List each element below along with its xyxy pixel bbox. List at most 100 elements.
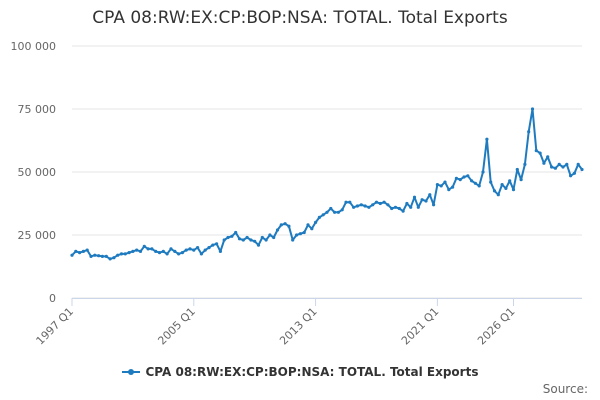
data-point[interactable] — [241, 238, 245, 242]
data-point[interactable] — [325, 210, 329, 214]
data-point[interactable] — [173, 249, 177, 253]
data-point[interactable] — [538, 151, 542, 155]
data-point[interactable] — [317, 215, 321, 219]
data-point[interactable] — [504, 186, 508, 190]
data-point[interactable] — [177, 252, 181, 256]
data-point[interactable] — [424, 199, 428, 203]
data-point[interactable] — [253, 239, 257, 243]
data-point[interactable] — [527, 130, 531, 134]
data-point[interactable] — [508, 179, 512, 183]
data-point[interactable] — [359, 203, 363, 207]
legend[interactable]: CPA 08:RW:EX:CP:BOP:NSA: TOTAL. Total Ex… — [0, 365, 600, 379]
data-point[interactable] — [367, 205, 371, 209]
data-point[interactable] — [283, 222, 287, 226]
data-point[interactable] — [409, 205, 413, 209]
data-point[interactable] — [196, 246, 200, 250]
data-point[interactable] — [329, 206, 333, 211]
data-point[interactable] — [154, 249, 158, 253]
data-point[interactable] — [97, 254, 101, 258]
data-point[interactable] — [211, 243, 215, 247]
data-point[interactable] — [180, 251, 184, 255]
data-point[interactable] — [314, 220, 318, 224]
data-point[interactable] — [249, 238, 253, 242]
data-point[interactable] — [245, 235, 249, 240]
data-point[interactable] — [439, 184, 443, 188]
data-point[interactable] — [470, 179, 474, 183]
data-point[interactable] — [477, 184, 481, 188]
data-point[interactable] — [374, 200, 379, 204]
data-point[interactable] — [112, 256, 116, 260]
data-point[interactable] — [580, 167, 584, 172]
data-point[interactable] — [511, 188, 516, 192]
data-point[interactable] — [435, 183, 439, 187]
data-point[interactable] — [519, 178, 523, 182]
data-point[interactable] — [348, 200, 352, 204]
data-point[interactable] — [371, 203, 375, 207]
data-point[interactable] — [355, 204, 359, 208]
data-point[interactable] — [523, 162, 527, 166]
data-point[interactable] — [443, 180, 447, 184]
data-point[interactable] — [336, 210, 340, 214]
data-point[interactable] — [561, 165, 565, 169]
data-point[interactable] — [184, 248, 188, 252]
data-point[interactable] — [401, 209, 405, 213]
data-point[interactable] — [135, 248, 139, 252]
data-point[interactable] — [146, 247, 150, 251]
credits-source[interactable]: Source: — [542, 382, 588, 396]
data-point[interactable] — [93, 253, 97, 257]
data-point[interactable] — [397, 206, 401, 211]
data-point[interactable] — [279, 223, 283, 227]
data-point[interactable] — [565, 162, 569, 166]
data-point[interactable] — [454, 176, 458, 180]
data-point[interactable] — [199, 252, 203, 256]
data-point[interactable] — [557, 162, 561, 166]
data-point[interactable] — [287, 224, 291, 228]
data-point[interactable] — [192, 248, 196, 252]
data-point[interactable] — [169, 247, 173, 251]
data-point[interactable] — [550, 165, 554, 169]
data-point[interactable] — [542, 161, 546, 165]
data-point[interactable] — [534, 149, 538, 153]
data-point[interactable] — [458, 178, 462, 182]
data-point[interactable] — [74, 249, 78, 253]
data-point[interactable] — [340, 208, 344, 212]
data-point[interactable] — [333, 210, 337, 214]
data-point[interactable] — [390, 206, 394, 211]
data-point[interactable] — [264, 238, 268, 242]
data-point[interactable] — [569, 174, 573, 178]
data-point[interactable] — [447, 188, 451, 192]
data-point[interactable] — [222, 238, 226, 242]
data-point[interactable] — [352, 205, 356, 209]
data-point[interactable] — [119, 252, 124, 256]
data-point[interactable] — [234, 230, 238, 235]
data-point[interactable] — [215, 242, 219, 246]
data-point[interactable] — [218, 249, 222, 253]
data-point[interactable] — [131, 249, 135, 253]
data-point[interactable] — [157, 251, 162, 255]
data-point[interactable] — [165, 252, 169, 256]
data-point[interactable] — [127, 251, 131, 255]
data-point[interactable] — [428, 193, 432, 197]
data-point[interactable] — [237, 237, 242, 241]
data-point[interactable] — [188, 247, 192, 251]
data-point[interactable] — [462, 175, 466, 179]
data-point[interactable] — [306, 223, 310, 227]
data-point[interactable] — [489, 180, 493, 184]
data-point[interactable] — [393, 205, 398, 209]
data-point[interactable] — [496, 193, 500, 197]
data-point[interactable] — [386, 203, 390, 207]
data-point[interactable] — [321, 213, 325, 217]
data-point[interactable] — [81, 249, 85, 253]
data-point[interactable] — [382, 200, 386, 204]
data-point[interactable] — [553, 166, 558, 170]
data-point[interactable] — [576, 162, 580, 166]
data-point[interactable] — [530, 107, 535, 111]
data-point[interactable] — [432, 203, 436, 207]
data-point[interactable] — [485, 137, 489, 141]
data-point[interactable] — [161, 249, 165, 253]
data-point[interactable] — [405, 201, 409, 206]
data-point[interactable] — [256, 243, 261, 247]
data-point[interactable] — [123, 252, 127, 256]
data-point[interactable] — [70, 253, 74, 257]
data-point[interactable] — [378, 201, 382, 206]
